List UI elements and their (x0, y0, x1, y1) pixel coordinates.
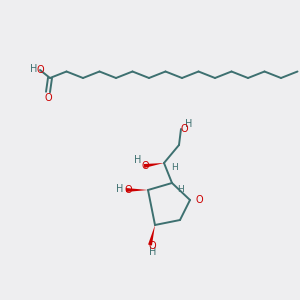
Text: O: O (124, 185, 132, 195)
Polygon shape (126, 188, 148, 192)
Text: H: H (116, 184, 124, 194)
Text: H: H (134, 155, 142, 165)
Text: O: O (148, 241, 156, 251)
Text: O: O (44, 93, 52, 103)
Text: O: O (195, 195, 203, 205)
Text: H: H (30, 64, 38, 74)
Polygon shape (148, 225, 155, 245)
Text: H: H (185, 119, 193, 129)
Text: O: O (180, 124, 188, 134)
Polygon shape (144, 163, 164, 168)
Text: H: H (172, 163, 178, 172)
Text: H: H (177, 184, 183, 194)
Text: O: O (36, 65, 44, 75)
Text: H: H (149, 247, 157, 257)
Text: O: O (141, 161, 149, 171)
